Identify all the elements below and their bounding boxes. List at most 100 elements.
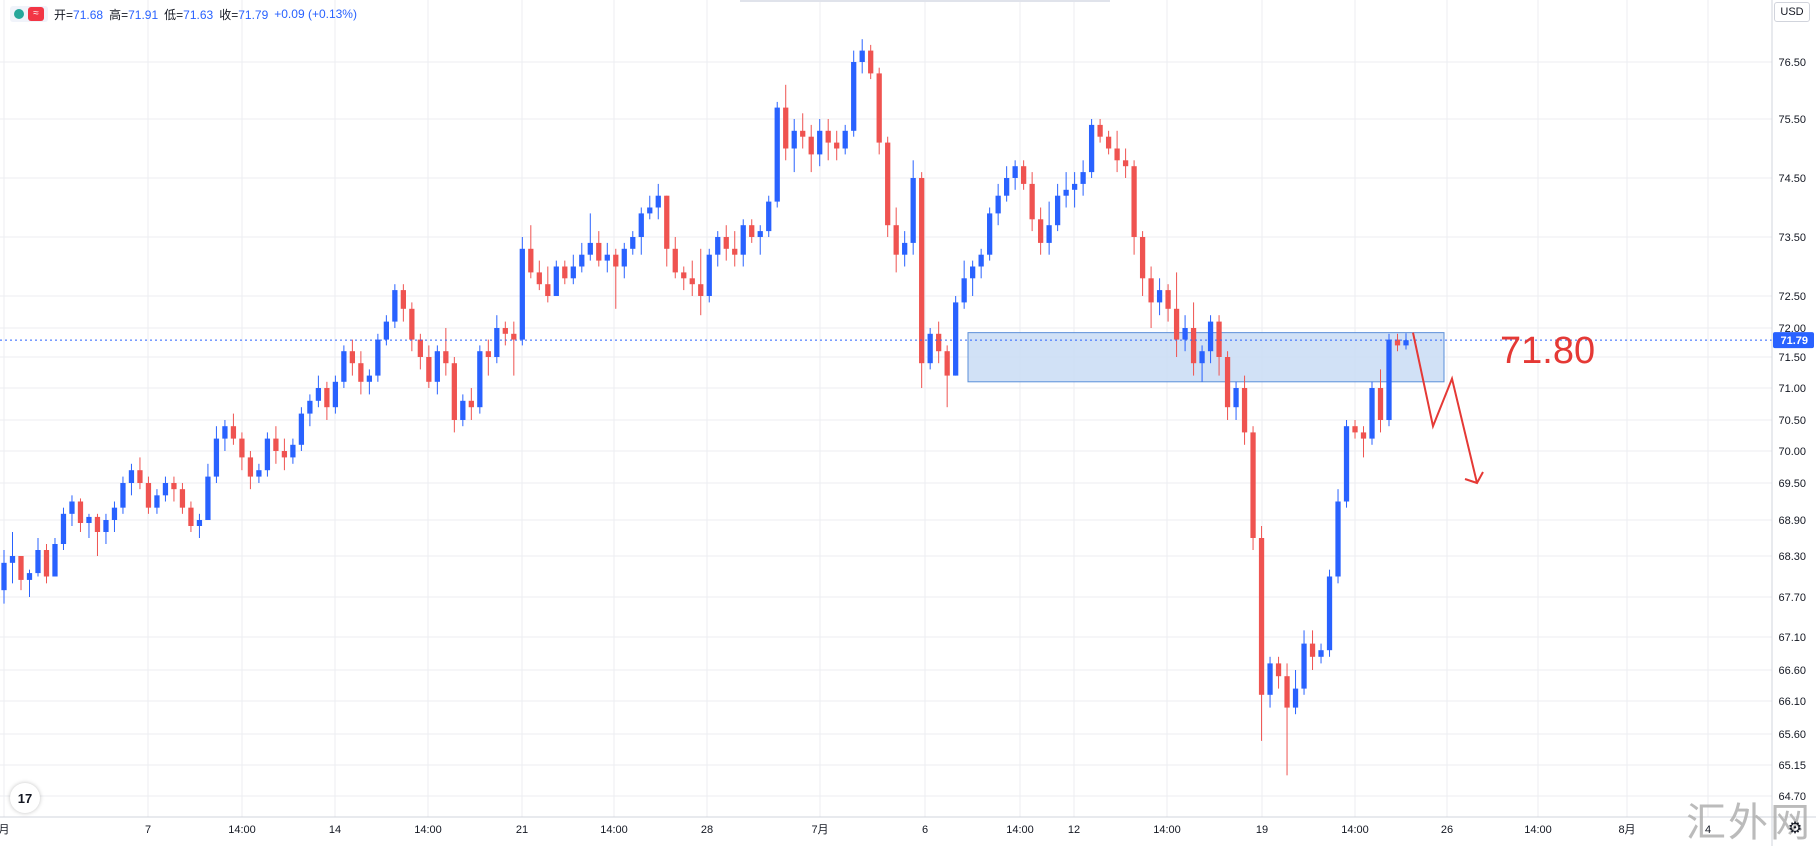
candle-body [927,333,933,364]
x-tick-label: 月 [0,824,10,836]
candle-body [1216,321,1222,357]
candle-body [171,483,177,490]
candle-body [1165,290,1171,309]
candle-body [740,225,746,255]
candle-body [545,284,551,296]
candle-body [774,107,780,202]
wave-icon: ≈ [28,7,44,21]
candle-body [1122,160,1129,167]
candle-body [842,130,848,149]
candle-body [451,363,457,420]
candle-body [400,290,406,309]
candle-body [1258,538,1265,695]
candle-body [1182,328,1188,340]
currency-button[interactable]: USD [1774,2,1810,22]
candle-body [1318,650,1324,657]
candle-body [1173,308,1180,340]
candle-body [485,351,491,357]
candle-body [94,516,101,532]
candle-body [69,501,75,514]
candle-body [213,438,220,477]
candle-body [1190,328,1197,364]
y-tick-label: 66.60 [1778,665,1806,677]
x-tick-label: 14:00 [600,824,628,836]
candle-body [1080,172,1086,184]
candle-body [60,513,67,544]
candle-body [120,483,126,508]
candle-body [902,242,908,255]
candle-body [519,248,525,340]
candle-body [919,178,925,364]
settings-gear-icon[interactable]: ⚙ [1787,820,1803,837]
x-tick-label: 14:00 [1524,824,1552,836]
candle-body [417,339,423,357]
candle-body [1284,676,1290,708]
candle-body [1403,340,1409,346]
candle-body [893,225,899,255]
candle-body [1029,183,1035,220]
candle-body [298,413,305,445]
candle-body [613,254,619,267]
candle-body [26,573,33,580]
ohlc-open: 开=71.68 [54,7,104,22]
candle-body [196,520,203,526]
candle-body [570,266,576,279]
candle-body [1352,426,1358,433]
x-tick-label: 14:00 [1006,824,1034,836]
candle-body [681,272,687,279]
candle-body [1267,663,1273,695]
indicator-pill[interactable]: ≈ [10,6,48,22]
candle-body [1292,688,1299,708]
candle-body [587,242,593,255]
y-tick-label: 65.60 [1778,729,1806,741]
watermark: 汇外网 [1686,800,1812,846]
candle-body [766,201,772,232]
candle-body [1063,189,1069,196]
candle-body [494,328,500,357]
candle-body [638,213,644,237]
candle-body [757,231,763,237]
x-tick-label: 7月 [811,824,828,836]
candle-body [655,195,661,208]
candle-body [961,278,967,303]
candle-body [596,242,602,261]
candle-body [154,495,160,508]
candle-body [145,483,152,508]
candle-body [468,400,474,408]
last-price-label: 71.79 [1780,335,1808,347]
candle-body [1054,195,1061,226]
ohlc-high: 高=71.91 [109,7,159,22]
candle-body [179,489,186,508]
candle-body [1241,388,1248,433]
candle-body [162,483,169,496]
candle-body [1156,290,1163,303]
candle-body [715,237,721,255]
x-tick-label: 14:00 [1341,824,1369,836]
y-tick-label: 72.50 [1778,291,1806,303]
candle-body [1088,124,1095,173]
candle-body [1148,278,1154,303]
candle-body [1037,219,1044,243]
candle-body [315,388,322,401]
candle-body [1199,351,1205,364]
candle-body [341,351,347,382]
candle-body [1139,237,1146,279]
x-tick-label: 21 [516,824,528,836]
candle-body [859,50,865,62]
grid-lines [0,0,1772,817]
candles [1,39,1409,776]
candle-body [290,444,296,458]
candle-body [1004,178,1010,196]
candle-body [749,225,755,237]
candle-body [528,248,534,273]
candle-body [825,130,831,143]
ohlc-close: 收=71.79 [219,7,269,22]
candle-body [409,308,415,340]
candle-body [1105,136,1112,149]
y-tick-label: 75.50 [1778,114,1806,126]
tradingview-logo[interactable]: 17 [10,783,40,813]
candle-body [536,272,542,285]
ohlc-change: +0.09 (+0.13%) [274,7,357,21]
